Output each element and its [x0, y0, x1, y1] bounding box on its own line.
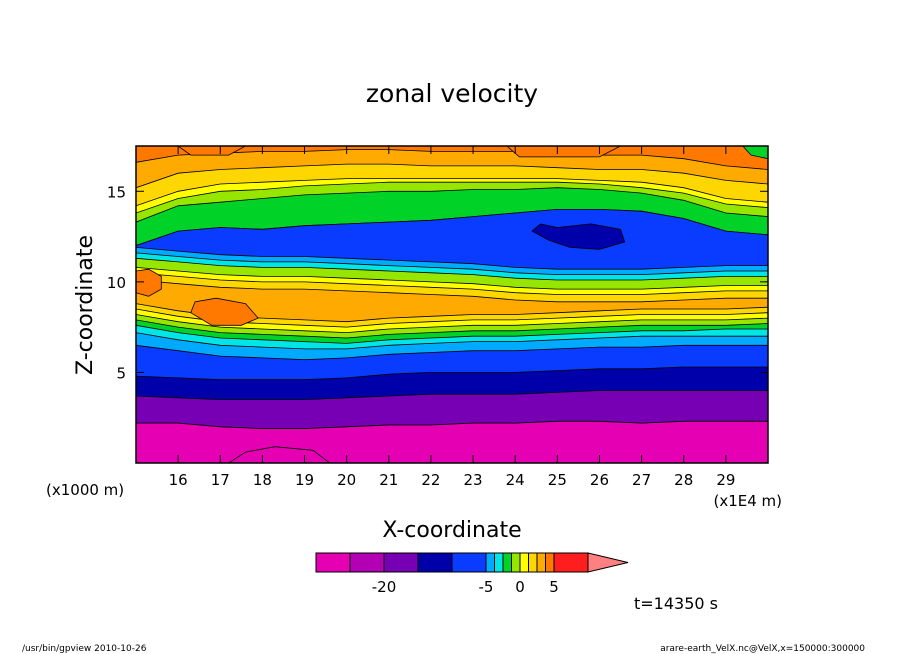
footer-left: /usr/bin/gpview 2010-10-26 [22, 644, 147, 654]
colorbar-swatch [383, 552, 419, 573]
colorbar-swatch [349, 552, 385, 573]
y-axis-label: Z-coordinate [73, 235, 98, 375]
x-tick-label: 24 [506, 471, 525, 489]
colorbar-swatch [315, 552, 351, 573]
x-tick-label: 18 [253, 471, 272, 489]
colorbar-swatch [528, 552, 538, 573]
colorbar-tick-label: -20 [372, 578, 397, 596]
contour-line [136, 420, 768, 463]
contour-red-top-left [177, 146, 246, 156]
plot-frame [135, 145, 769, 464]
x-tick-label: 17 [211, 471, 230, 489]
colorbar-swatch [485, 552, 495, 573]
y-unit-label: (x1000 m) [46, 481, 124, 499]
contour-orange-core-mid [190, 297, 259, 326]
colorbar-swatch [417, 552, 453, 573]
y-tick-label: 15 [107, 183, 126, 201]
x-tick-label: 29 [716, 471, 735, 489]
contour-features [136, 146, 768, 463]
colorbar: -20 -5 0 5 [315, 552, 629, 596]
contour-orange-core-left [136, 268, 162, 297]
colorbar-swatch [451, 552, 487, 573]
y-axis: 5 10 15 [107, 183, 768, 382]
x-tick-label: 20 [337, 471, 356, 489]
footer-right: arare-earth_VelX.nc@VelX,x=150000:300000 [660, 644, 865, 654]
y-tick-label: 5 [116, 364, 126, 382]
x-tick-label: 25 [548, 471, 567, 489]
colorbar-tick-label: -5 [479, 578, 494, 596]
contour-green-corner [742, 146, 768, 160]
colorbar-swatch [545, 552, 555, 573]
x-axis: 16 17 18 19 20 21 22 23 24 25 26 27 28 29 [169, 146, 735, 489]
x-tick-label: 22 [421, 471, 440, 489]
colorbar-tick-label: 0 [515, 578, 525, 596]
contour-bands [136, 146, 768, 463]
x-tick-label: 23 [464, 471, 483, 489]
colorbar-swatch [502, 552, 512, 573]
x-tick-label: 26 [590, 471, 609, 489]
x-tick-label: 21 [379, 471, 398, 489]
chart-title: zonal velocity [366, 79, 538, 108]
contour-red-top-right [506, 146, 621, 158]
x-unit-label: (x1E4 m) [713, 492, 782, 510]
y-tick-label: 10 [107, 274, 126, 292]
colorbar-swatch [494, 552, 504, 573]
x-tick-label: 27 [632, 471, 651, 489]
time-label: t=14350 s [634, 594, 718, 613]
colorbar-swatch [519, 552, 529, 573]
contour-darkblue-core [531, 223, 626, 250]
x-tick-label: 16 [169, 471, 188, 489]
x-tick-label: 28 [674, 471, 693, 489]
contour-band [136, 421, 768, 463]
plot-area [135, 145, 769, 464]
colorbar-swatch [511, 552, 521, 573]
colorbar-swatch [536, 552, 546, 573]
colorbar-swatch [553, 552, 589, 573]
x-axis-label: X-coordinate [382, 518, 521, 543]
colorbar-extend-arrow [587, 552, 629, 573]
x-tick-label: 19 [295, 471, 314, 489]
colorbar-tick-label: 5 [549, 578, 559, 596]
